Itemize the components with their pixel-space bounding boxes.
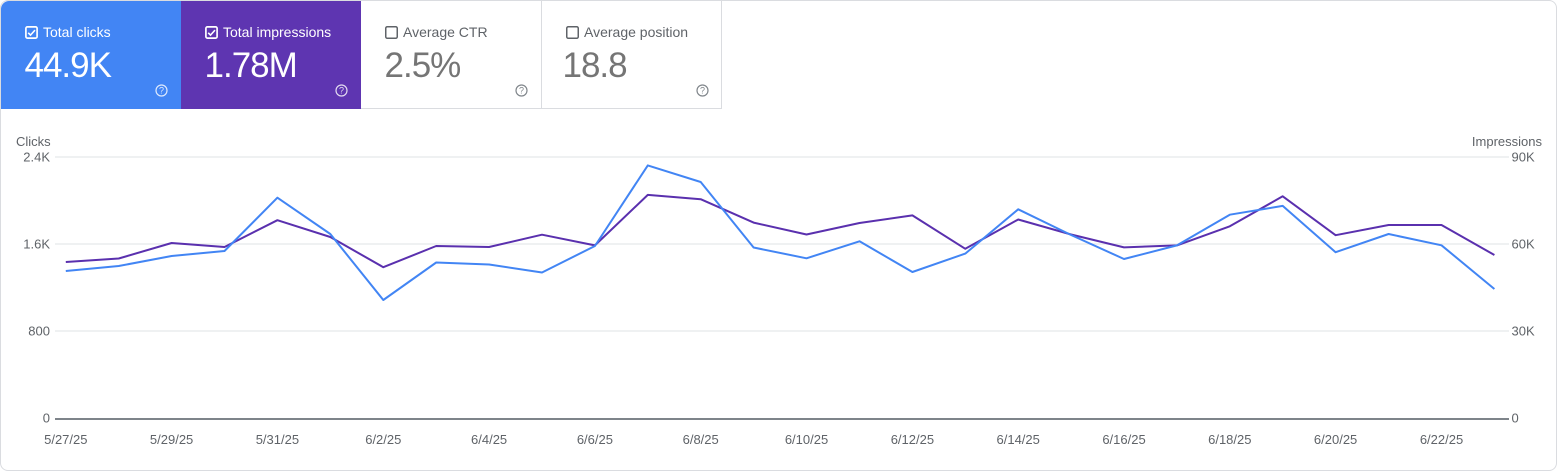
svg-text:6/2/25: 6/2/25 bbox=[365, 432, 401, 447]
svg-text:0: 0 bbox=[43, 411, 50, 426]
svg-text:60K: 60K bbox=[1512, 237, 1535, 252]
svg-text:5/29/25: 5/29/25 bbox=[150, 432, 193, 447]
svg-text:90K: 90K bbox=[1512, 150, 1535, 165]
svg-text:6/8/25: 6/8/25 bbox=[683, 432, 719, 447]
svg-text:Clicks: Clicks bbox=[16, 134, 51, 149]
svg-text:Impressions: Impressions bbox=[1472, 134, 1543, 149]
svg-text:?: ? bbox=[158, 85, 163, 95]
svg-text:6/22/25: 6/22/25 bbox=[1420, 432, 1463, 447]
svg-text:0: 0 bbox=[1512, 411, 1519, 426]
svg-text:6/12/25: 6/12/25 bbox=[891, 432, 934, 447]
svg-text:6/14/25: 6/14/25 bbox=[997, 432, 1040, 447]
svg-text:5/27/25: 5/27/25 bbox=[44, 432, 87, 447]
svg-text:1.6K: 1.6K bbox=[23, 237, 50, 252]
svg-text:6/16/25: 6/16/25 bbox=[1102, 432, 1145, 447]
svg-text:?: ? bbox=[518, 85, 523, 95]
svg-text:?: ? bbox=[699, 85, 704, 95]
svg-text:2.4K: 2.4K bbox=[23, 150, 50, 165]
svg-text:?: ? bbox=[338, 85, 343, 95]
svg-text:800: 800 bbox=[28, 324, 50, 339]
svg-text:30K: 30K bbox=[1512, 324, 1535, 339]
svg-text:6/4/25: 6/4/25 bbox=[471, 432, 507, 447]
svg-text:6/10/25: 6/10/25 bbox=[785, 432, 828, 447]
svg-text:6/18/25: 6/18/25 bbox=[1208, 432, 1251, 447]
svg-text:6/6/25: 6/6/25 bbox=[577, 432, 613, 447]
svg-text:5/31/25: 5/31/25 bbox=[256, 432, 299, 447]
svg-text:6/20/25: 6/20/25 bbox=[1314, 432, 1357, 447]
